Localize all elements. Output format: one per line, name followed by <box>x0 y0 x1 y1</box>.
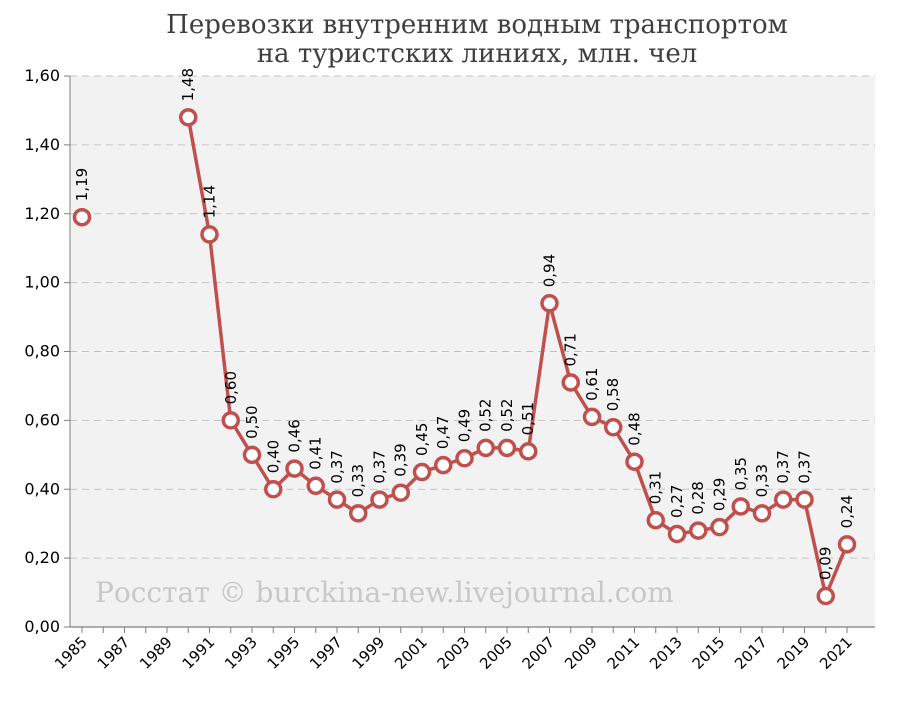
data-label: 0,50 <box>243 405 261 438</box>
data-point <box>582 407 602 427</box>
data-label: 0,46 <box>286 419 304 452</box>
data-point <box>306 476 325 496</box>
data-label: 0,24 <box>838 495 856 528</box>
data-point <box>625 452 644 471</box>
data-point <box>349 504 368 523</box>
data-point <box>179 108 198 127</box>
data-point <box>221 411 240 430</box>
data-label: 0,52 <box>477 399 495 432</box>
data-point <box>242 445 262 465</box>
marker-layer <box>72 108 857 606</box>
data-label: 0,48 <box>626 412 644 445</box>
data-label: 0,28 <box>689 481 707 514</box>
y-tick-label: 0,40 <box>24 479 60 498</box>
data-label: 0,29 <box>711 478 729 511</box>
data-label: 0,47 <box>434 416 452 449</box>
data-point <box>837 535 857 554</box>
data-label: 0,31 <box>647 471 665 504</box>
data-point <box>816 586 835 606</box>
data-point <box>476 438 495 458</box>
series-line-segment <box>632 459 658 522</box>
y-tick-label: 1,40 <box>24 135 60 154</box>
data-label: 1,48 <box>179 68 197 101</box>
data-label: 0,39 <box>392 443 410 476</box>
data-label: 0,09 <box>817 547 835 580</box>
data-label: 0,58 <box>604 378 622 411</box>
data-point <box>604 418 623 437</box>
data-point <box>200 225 219 244</box>
data-label: 0,41 <box>307 436 325 469</box>
series-line-segment <box>526 301 552 454</box>
y-tick-label: 0,00 <box>24 617 60 636</box>
data-point <box>455 449 474 468</box>
data-point <box>497 438 517 458</box>
data-point <box>434 455 453 475</box>
data-point <box>519 442 538 461</box>
data-label: 1,14 <box>201 185 219 218</box>
series-line-segment <box>802 497 828 598</box>
data-label: 0,45 <box>413 423 431 456</box>
data-label: 0,52 <box>498 399 516 432</box>
data-label: 0,51 <box>519 402 537 435</box>
data-label: 0,33 <box>753 464 771 497</box>
watermark: Росстат © burckina-new.livejournal.com <box>95 576 674 609</box>
series-line-segment <box>207 232 233 423</box>
data-point <box>370 490 389 509</box>
y-tick-label: 0,60 <box>24 410 60 429</box>
data-point <box>391 483 410 502</box>
data-label: 0,37 <box>328 450 346 483</box>
data-point <box>72 207 92 227</box>
data-label: 0,49 <box>456 409 474 442</box>
data-label: 0,35 <box>732 457 750 490</box>
data-point <box>285 459 304 478</box>
data-label: 0,37 <box>371 450 389 483</box>
y-tick-label: 1,60 <box>24 66 60 85</box>
data-label: 0,60 <box>222 371 240 404</box>
y-tick-label: 0,20 <box>24 548 60 567</box>
series-line-segment <box>186 115 212 237</box>
data-point <box>774 490 793 509</box>
data-point <box>689 521 708 540</box>
data-point <box>540 294 559 313</box>
data-point <box>710 517 729 537</box>
data-label: 0,40 <box>264 440 282 473</box>
data-point <box>412 462 432 482</box>
data-label: 0,37 <box>796 450 814 483</box>
data-label: 0,61 <box>583 368 601 401</box>
data-point <box>327 490 347 509</box>
data-label: 0,27 <box>668 485 686 518</box>
chart-title-line-1: Перевозки внутренним водным транспортом <box>166 10 788 40</box>
data-label: 0,71 <box>562 333 580 366</box>
data-label: 0,33 <box>349 464 367 497</box>
data-label: 0,37 <box>774 450 792 483</box>
y-tick-label: 0,80 <box>24 342 60 361</box>
data-point <box>646 510 665 530</box>
data-label: 0,94 <box>541 254 559 287</box>
data-point <box>667 524 687 544</box>
data-point <box>561 373 580 392</box>
data-point <box>264 480 283 499</box>
series-line-segment <box>824 542 849 598</box>
series-line-segment <box>547 301 573 385</box>
data-point <box>795 490 814 509</box>
data-label: 1,19 <box>73 168 91 201</box>
label-layer: 1,191,481,140,600,500,400,460,41 0,37 0,33… <box>73 68 856 580</box>
y-tick-label: 1,00 <box>24 273 60 292</box>
y-tick-label: 1,20 <box>24 204 60 223</box>
data-point <box>731 497 750 516</box>
data-point <box>752 504 772 523</box>
chart-title-line-2: на туристских линиях, млн. чел <box>257 39 698 69</box>
